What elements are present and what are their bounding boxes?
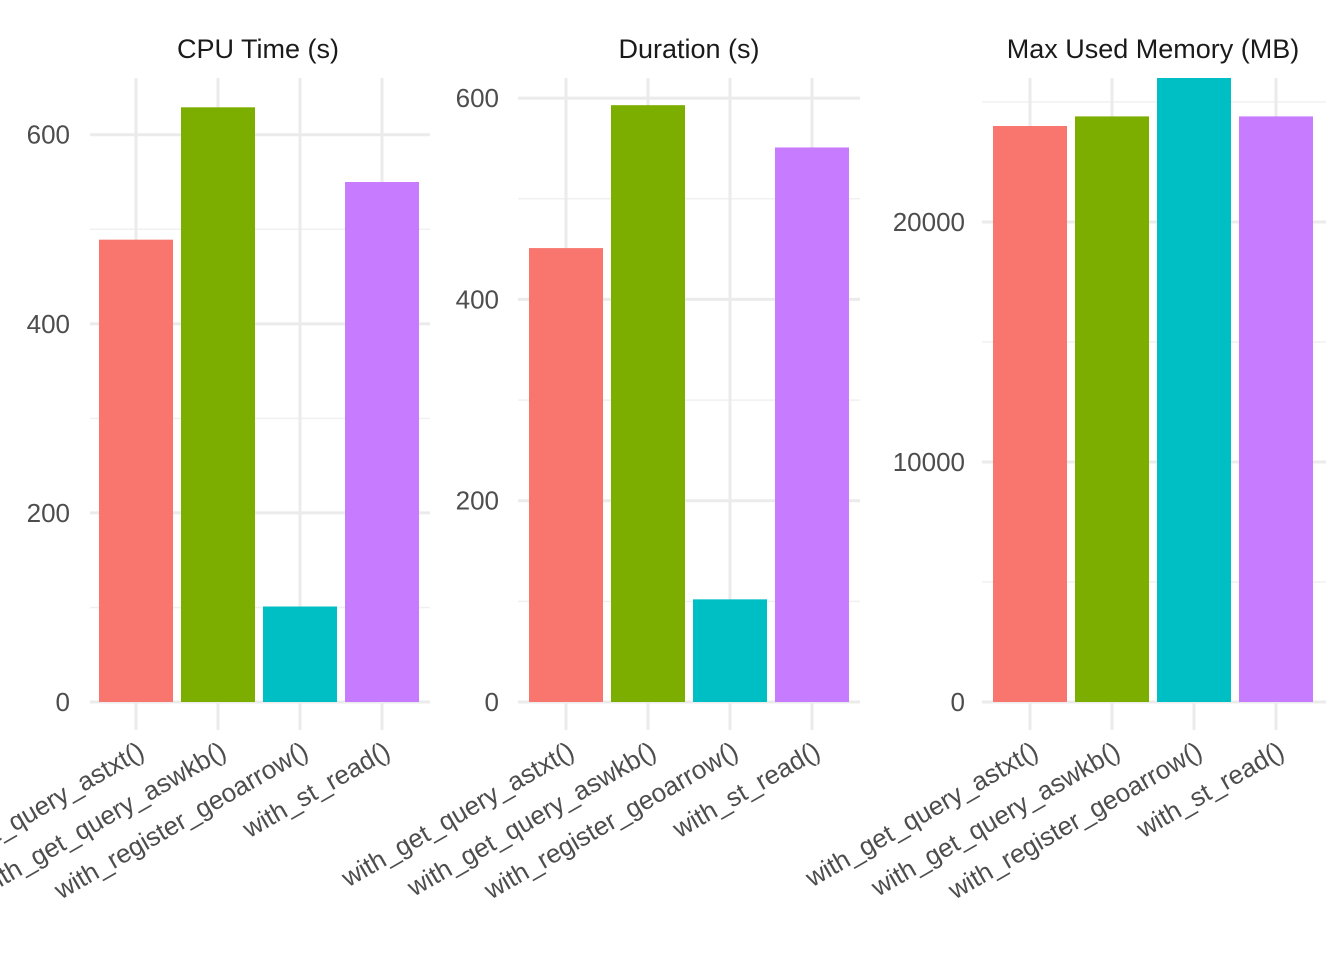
panel-title: Max Used Memory (MB) [1007, 34, 1300, 64]
y-tick-label: 200 [27, 498, 70, 528]
y-tick-label: 20000 [893, 207, 965, 237]
y-tick-label: 200 [456, 486, 499, 516]
bar-4 [345, 182, 419, 702]
panel-1: 0200400600with_get_query_astxt()with_get… [0, 34, 430, 905]
y-tick-label: 10000 [893, 447, 965, 477]
bar-4 [775, 147, 849, 702]
bar-2 [1075, 116, 1149, 702]
bar-3 [263, 606, 337, 702]
bar-1 [529, 248, 603, 702]
panel-title: CPU Time (s) [177, 34, 339, 64]
y-tick-label: 0 [485, 687, 499, 717]
y-tick-label: 400 [456, 284, 499, 314]
y-tick-label: 0 [56, 687, 70, 717]
panel-3: 01000020000with_get_query_astxt()with_ge… [799, 34, 1326, 905]
bar-1 [99, 239, 173, 702]
y-tick-label: 0 [951, 687, 965, 717]
bar-1 [993, 126, 1067, 702]
panel-2: 0200400600with_get_query_astxt()with_get… [335, 34, 860, 905]
bar-3 [1157, 78, 1231, 702]
bar-3 [693, 599, 767, 702]
bar-2 [611, 105, 685, 702]
y-tick-label: 600 [456, 83, 499, 113]
panel-title: Duration (s) [618, 34, 759, 64]
y-tick-label: 400 [27, 309, 70, 339]
y-tick-label: 600 [27, 120, 70, 150]
bar-4 [1239, 116, 1313, 702]
bar-2 [181, 107, 255, 703]
